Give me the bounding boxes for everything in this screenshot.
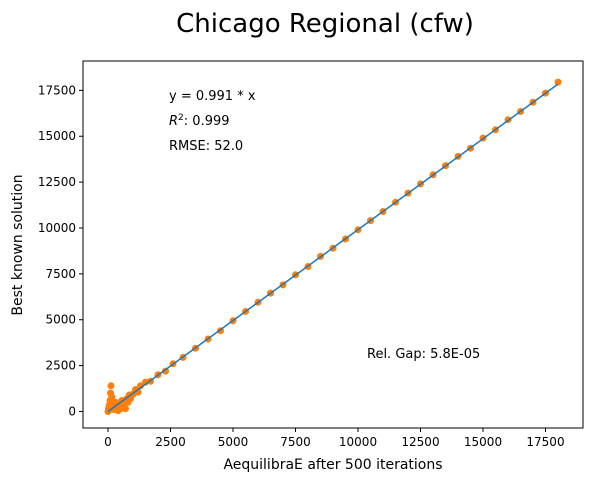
x-tick-label: 17500 bbox=[526, 435, 564, 449]
r-squared-value: : 0.999 bbox=[184, 114, 230, 129]
y-tick-label: 7500 bbox=[45, 267, 76, 281]
y-tick-label: 0 bbox=[68, 404, 76, 418]
equation-label: y = 0.991 * x bbox=[169, 89, 256, 104]
y-tick-label: 17500 bbox=[38, 83, 76, 97]
r-squared-label: R2: 0.999 bbox=[169, 113, 230, 129]
y-tick-label: 5000 bbox=[45, 313, 76, 327]
data-point bbox=[108, 393, 116, 401]
data-point bbox=[137, 382, 144, 390]
y-axis-label: Best known solution bbox=[10, 174, 26, 315]
rel-gap-label: Rel. Gap: 5.8E-05 bbox=[367, 347, 480, 362]
r-squared-superscript: 2 bbox=[178, 113, 184, 123]
chart-title: Chicago Regional (cfw) bbox=[176, 9, 474, 39]
x-tick-label: 0 bbox=[104, 435, 112, 449]
data-point bbox=[162, 367, 169, 375]
data-point bbox=[122, 405, 129, 413]
x-tick-label: 12500 bbox=[401, 435, 439, 449]
data-point bbox=[554, 78, 562, 86]
y-tick-label: 15000 bbox=[38, 129, 76, 143]
x-tick-label: 2500 bbox=[155, 435, 186, 449]
y-tick-label: 12500 bbox=[38, 175, 76, 189]
x-axis: 0 2500 5000 7500 10000 12500 15000 17500 bbox=[104, 428, 565, 449]
fit-line-layer bbox=[107, 83, 559, 413]
rmse-label: RMSE: 52.0 bbox=[169, 139, 243, 154]
r-squared-symbol: R bbox=[169, 114, 178, 129]
fit-line bbox=[107, 83, 559, 413]
plot-area bbox=[82, 60, 584, 429]
x-axis-label: AequilibraE after 500 iterations bbox=[223, 457, 442, 473]
data-point bbox=[107, 382, 115, 390]
x-tick-label: 5000 bbox=[218, 435, 249, 449]
x-tick-label: 10000 bbox=[339, 435, 377, 449]
x-tick-label: 7500 bbox=[280, 435, 311, 449]
y-tick-label: 2500 bbox=[45, 359, 76, 373]
x-tick-label: 15000 bbox=[464, 435, 502, 449]
y-axis: 0 2500 5000 7500 10000 12500 15000 17500 bbox=[38, 83, 83, 418]
y-tick-label: 10000 bbox=[38, 221, 76, 235]
